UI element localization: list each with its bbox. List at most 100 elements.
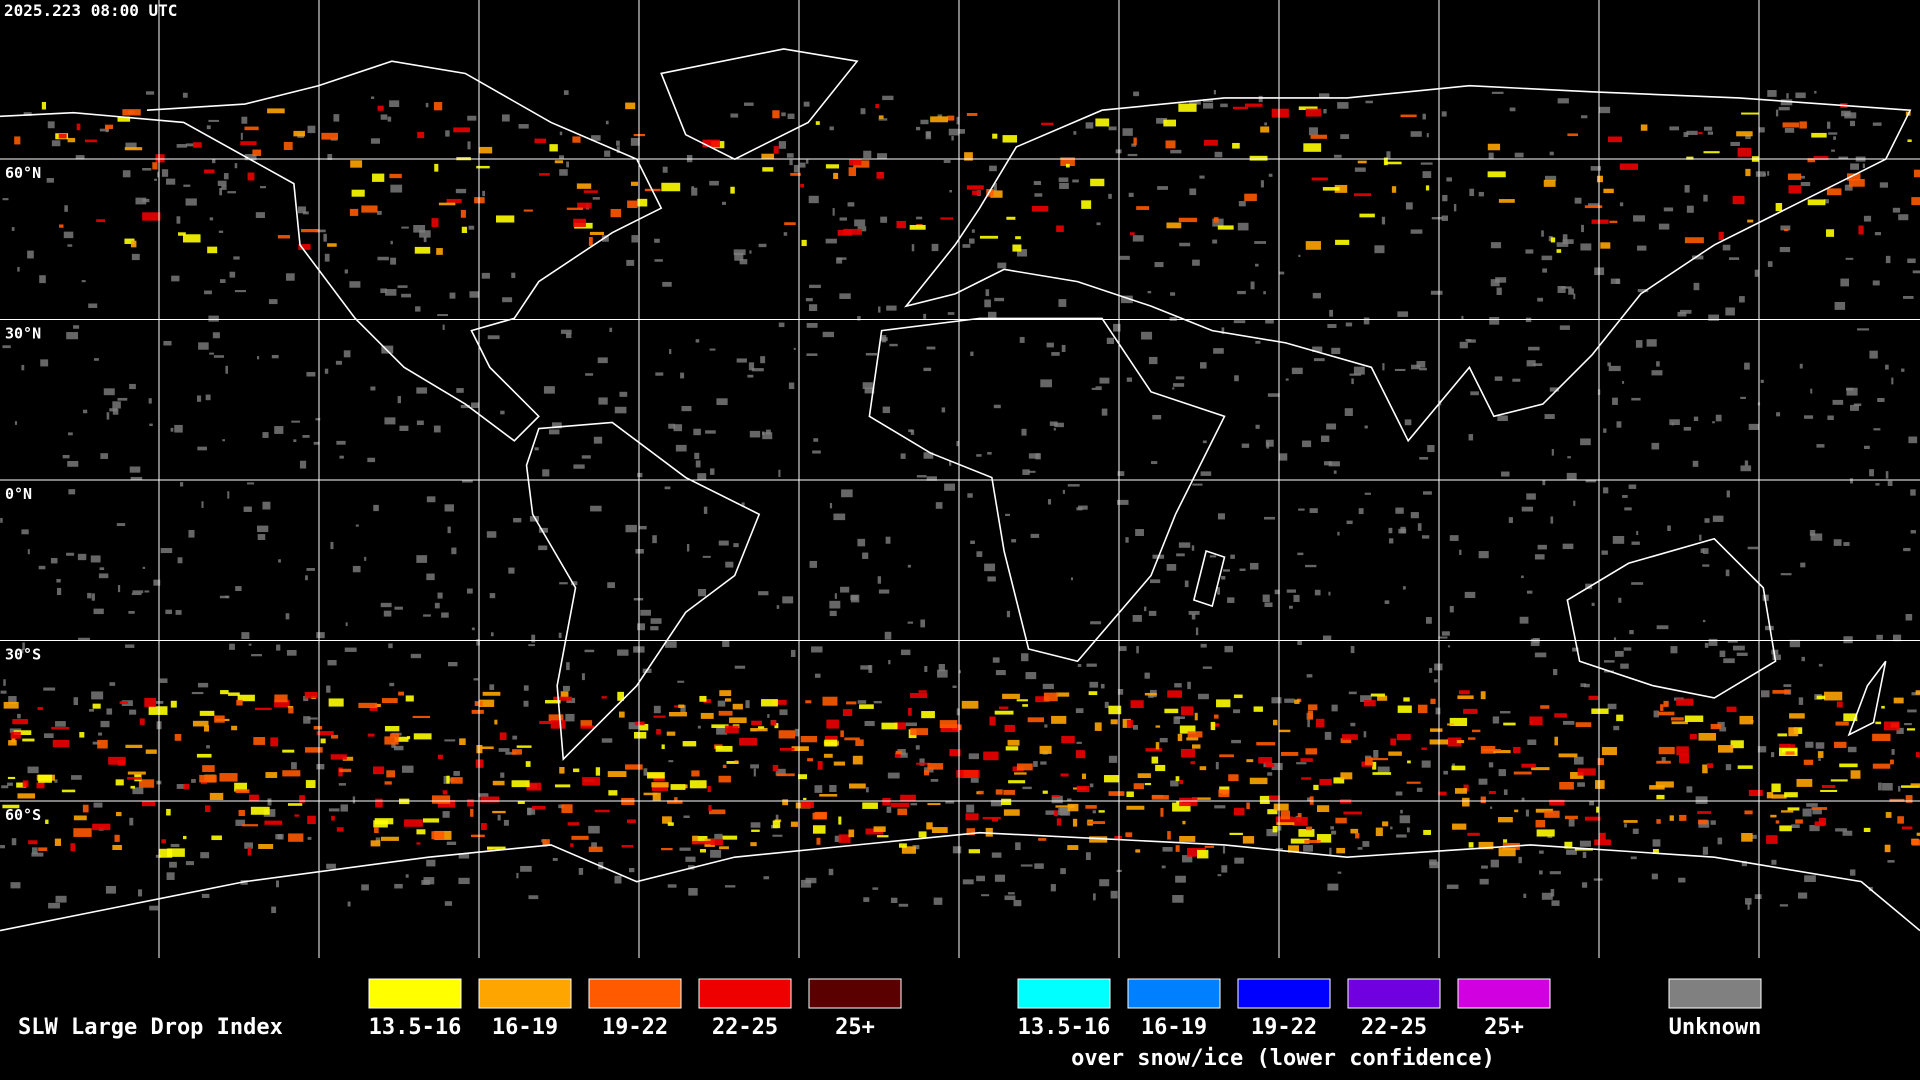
slw-cloud <box>816 837 821 845</box>
slw-cloud <box>855 739 864 747</box>
slw-cloud <box>349 208 359 216</box>
unknown-cloud <box>1173 383 1185 387</box>
slw-cloud <box>8 740 17 746</box>
unknown-cloud <box>1500 711 1511 714</box>
unknown-cloud <box>1755 171 1766 177</box>
unknown-cloud <box>981 894 990 897</box>
unknown-cloud <box>71 775 82 780</box>
unknown-cloud <box>908 429 913 433</box>
unknown-cloud <box>117 397 128 401</box>
unknown-cloud <box>81 280 86 283</box>
slw-cloud <box>267 108 285 114</box>
slw-cloud <box>328 698 344 707</box>
unknown-cloud <box>910 803 918 806</box>
unknown-cloud <box>588 825 600 834</box>
unknown-cloud <box>135 197 147 205</box>
unknown-cloud <box>907 621 914 624</box>
unknown-cloud <box>99 567 105 571</box>
unknown-cloud <box>1267 772 1273 776</box>
unknown-cloud <box>1364 492 1371 495</box>
slw-cloud <box>1336 847 1346 854</box>
slw-cloud <box>1782 122 1800 128</box>
slw-cloud <box>1766 792 1774 799</box>
unknown-cloud <box>63 231 74 239</box>
slw-cloud <box>1003 809 1020 816</box>
unknown-cloud <box>73 325 80 329</box>
unknown-cloud <box>51 140 61 147</box>
slw-cloud <box>274 699 290 708</box>
slw-cloud <box>252 149 262 156</box>
slw-cloud <box>416 842 421 845</box>
unknown-cloud <box>1213 348 1224 354</box>
slw-cloud <box>288 833 304 842</box>
unknown-cloud <box>650 626 659 631</box>
slw-cloud <box>1603 188 1614 194</box>
unknown-cloud <box>1612 397 1618 405</box>
unknown-cloud <box>1344 408 1353 416</box>
unknown-cloud <box>1128 192 1134 197</box>
unknown-cloud <box>1686 786 1693 793</box>
slw-cloud <box>739 737 758 746</box>
slw-cloud <box>939 720 958 729</box>
slw-cloud <box>1133 783 1144 790</box>
slw-cloud <box>1850 770 1861 779</box>
slw-cloud <box>553 696 573 701</box>
unknown-cloud <box>1616 421 1622 428</box>
slw-cloud <box>1357 160 1367 164</box>
unknown-cloud <box>56 587 62 596</box>
unknown-cloud <box>926 346 936 350</box>
unknown-cloud <box>441 612 449 618</box>
unknown-cloud <box>1692 460 1699 467</box>
slw-cloud <box>1835 721 1849 726</box>
unknown-cloud <box>1151 461 1158 465</box>
unknown-cloud <box>275 880 280 888</box>
slw-cloud <box>761 699 778 707</box>
unknown-cloud <box>235 586 242 592</box>
unknown-cloud <box>1222 846 1226 854</box>
slw-cloud <box>1795 819 1803 824</box>
unknown-cloud <box>1898 785 1901 792</box>
slw-cloud <box>1451 765 1466 771</box>
unknown-cloud <box>1267 393 1280 397</box>
slw-cloud <box>842 709 853 716</box>
slw-cloud <box>968 849 980 854</box>
unknown-cloud <box>1526 493 1536 500</box>
unknown-cloud <box>149 423 153 427</box>
unknown-cloud <box>1656 625 1669 630</box>
unknown-cloud <box>1835 828 1848 832</box>
slw-cloud <box>947 115 955 121</box>
unknown-cloud <box>898 903 909 907</box>
slw-cloud <box>1907 139 1912 142</box>
slw-cloud <box>1911 197 1920 206</box>
slw-cloud <box>525 761 531 767</box>
slw-cloud <box>898 843 907 848</box>
unknown-cloud <box>911 244 915 252</box>
slw-cloud <box>384 781 392 785</box>
unknown-cloud <box>347 901 351 907</box>
slw-cloud <box>183 835 187 840</box>
south-america <box>527 422 760 759</box>
unknown-cloud <box>213 355 225 358</box>
unknown-cloud <box>67 460 79 467</box>
unknown-cloud <box>662 281 672 287</box>
unknown-cloud <box>1291 367 1303 375</box>
slw-cloud <box>1658 746 1675 755</box>
slw-cloud <box>1799 121 1807 129</box>
unknown-cloud <box>1156 117 1168 124</box>
unknown-cloud <box>778 469 781 478</box>
unknown-cloud <box>1503 789 1508 796</box>
unknown-cloud <box>668 760 674 763</box>
slw-cloud <box>772 820 781 829</box>
unknown-cloud <box>68 489 76 495</box>
unknown-cloud <box>116 523 126 527</box>
slw-cloud <box>1781 810 1794 813</box>
slw-cloud <box>1910 783 1920 787</box>
slw-cloud <box>1396 734 1411 741</box>
unknown-cloud <box>8 696 17 704</box>
slw-cloud <box>1244 103 1263 107</box>
unknown-cloud <box>1059 807 1071 816</box>
unknown-cloud <box>505 751 517 755</box>
slw-cloud <box>1686 156 1694 160</box>
unknown-cloud <box>1490 242 1502 249</box>
unknown-cloud <box>635 548 644 554</box>
